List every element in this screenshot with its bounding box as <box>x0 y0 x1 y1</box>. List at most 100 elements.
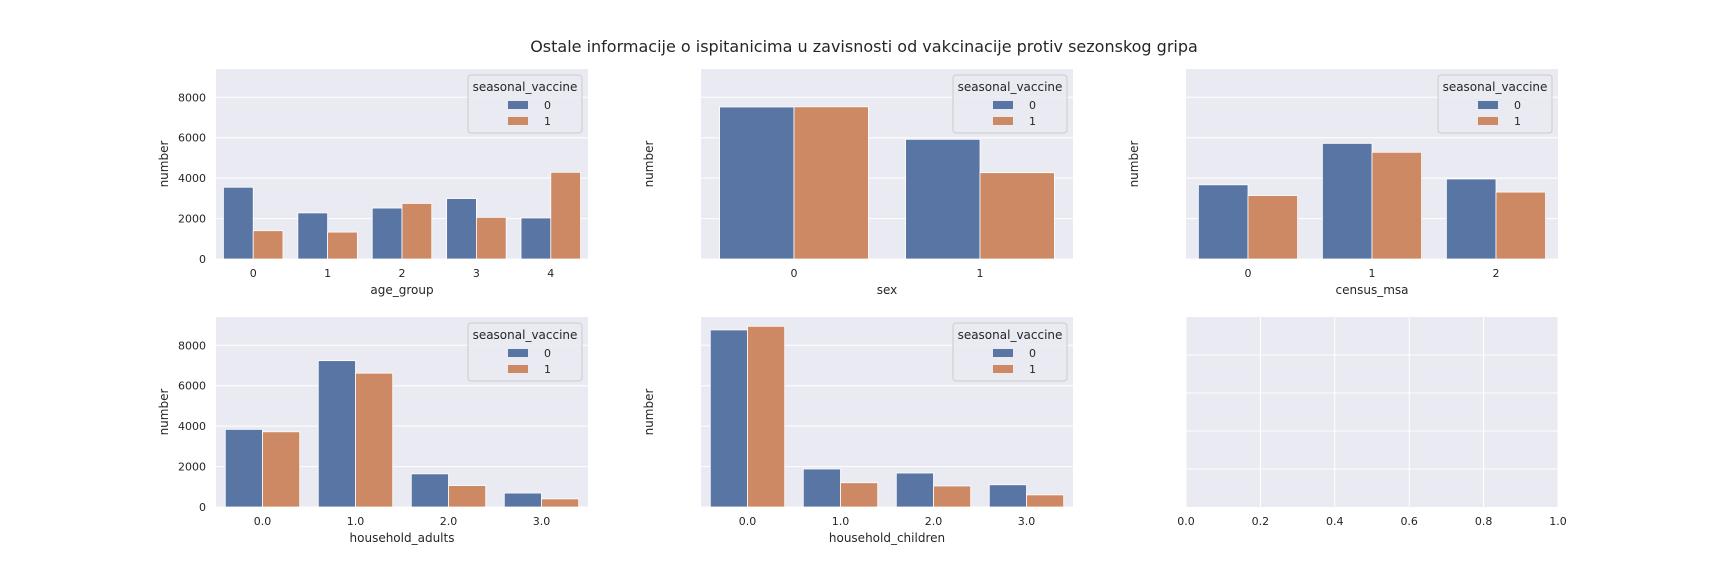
subplot-3: 0 1 2 census_msa number seasonal_vaccine 0 1 <box>1127 69 1558 297</box>
bar-0.0-series-0 <box>224 428 263 508</box>
legend-swatch-1 <box>1478 117 1498 125</box>
bar-3.0-series-1 <box>1026 494 1065 508</box>
bar-0-series-1 <box>1247 195 1298 260</box>
y-tick-label: 2000 <box>178 461 206 474</box>
x-tick-label: 1 <box>324 267 331 280</box>
legend-swatch-1 <box>508 365 528 373</box>
legend-title: seasonal_vaccine <box>473 80 578 94</box>
bar-0.0-series-0 <box>709 329 748 508</box>
plot-area <box>1186 317 1558 507</box>
y-tick-label: 4000 <box>178 420 206 433</box>
subplot-6: 0.0 0.2 0.4 0.6 0.8 1.0 <box>1177 317 1567 528</box>
y-tick-label: 6000 <box>178 132 206 145</box>
bar-2.0-series-1 <box>933 485 972 508</box>
subplot-4: 0 2000 4000 6000 8000 0.0 1.0 2.0 3.0 household_a… <box>157 317 588 545</box>
bar-0-series-0 <box>1198 184 1249 260</box>
legend-swatch-0 <box>508 101 528 109</box>
subplot-1: 0 2000 4000 6000 8000 0 1 2 3 4 age_group number sea… <box>157 69 588 297</box>
x-tick-label: 0.0 <box>1177 515 1195 528</box>
bar-4-series-1 <box>550 171 581 260</box>
bar-1.0-series-0 <box>317 360 356 508</box>
legend-label-1: 1 <box>1514 115 1521 128</box>
y-axis-label: number <box>157 141 171 188</box>
legend-swatch-1 <box>993 365 1013 373</box>
x-axis-label: household_adults <box>350 531 455 545</box>
x-tick-label: 0.8 <box>1475 515 1493 528</box>
bar-0-series-1 <box>252 230 284 260</box>
y-tick-label: 0 <box>199 253 206 266</box>
y-axis-label: number <box>642 389 656 436</box>
bar-1.0-series-1 <box>355 372 394 508</box>
legend-swatch-0 <box>508 349 528 357</box>
x-tick-label: 3 <box>473 267 480 280</box>
legend-title: seasonal_vaccine <box>1443 80 1548 94</box>
legend-label-1: 1 <box>1029 115 1036 128</box>
y-tick-label: 2000 <box>178 213 206 226</box>
legend: seasonal_vaccine 0 1 <box>952 74 1068 134</box>
legend: seasonal_vaccine 0 1 <box>1437 74 1553 134</box>
bar-1-series-0 <box>1322 142 1373 260</box>
bar-1.0-series-1 <box>840 482 879 508</box>
y-tick-label: 6000 <box>178 380 206 393</box>
x-tick-label: 0.2 <box>1252 515 1270 528</box>
legend-label-1: 1 <box>544 363 551 376</box>
bar-2.0-series-0 <box>895 472 934 508</box>
x-tick-label: 2.0 <box>925 515 943 528</box>
x-tick-label: 3.0 <box>1018 515 1036 528</box>
y-axis-label: number <box>1127 141 1141 188</box>
bar-3.0-series-0 <box>503 492 542 508</box>
subplot-2: 0 1 sex number seasonal_vaccine 0 1 <box>642 69 1073 297</box>
bar-2-series-0 <box>1446 178 1497 260</box>
legend-label-0: 0 <box>1029 99 1036 112</box>
x-tick-label: 1.0 <box>347 515 365 528</box>
legend-label-0: 0 <box>1514 99 1521 112</box>
x-tick-label: 1.0 <box>1549 515 1567 528</box>
legend-label-1: 1 <box>544 115 551 128</box>
x-tick-label: 2 <box>1493 267 1500 280</box>
legend-label-1: 1 <box>1029 363 1036 376</box>
y-axis-label: number <box>157 389 171 436</box>
x-tick-label: 0 <box>1245 267 1252 280</box>
bar-0.0-series-1 <box>262 431 301 508</box>
bar-1-series-0 <box>297 212 328 260</box>
bar-0-series-1 <box>793 106 869 260</box>
subplot-5: 0.0 1.0 2.0 3.0 household_children number seas… <box>642 317 1073 545</box>
x-tick-label: 0 <box>791 267 798 280</box>
legend: seasonal_vaccine 0 1 <box>467 322 583 382</box>
x-axis-label: sex <box>877 283 898 297</box>
legend-swatch-0 <box>1478 101 1498 109</box>
x-tick-label: 0 <box>250 267 257 280</box>
legend-label-0: 0 <box>544 99 551 112</box>
bar-3.0-series-0 <box>988 484 1027 508</box>
bar-3-series-1 <box>475 216 507 260</box>
legend-label-0: 0 <box>544 347 551 360</box>
bar-1-series-1 <box>327 231 358 260</box>
x-axis-label: census_msa <box>1336 283 1409 297</box>
x-tick-label: 0.4 <box>1326 515 1344 528</box>
bar-1-series-1 <box>979 172 1055 260</box>
bar-3-series-0 <box>446 198 477 260</box>
legend-swatch-1 <box>993 117 1013 125</box>
x-axis-label: household_children <box>829 531 945 545</box>
figure-title: Ostale informacije o ispitanicima u zavi… <box>530 37 1198 56</box>
legend-title: seasonal_vaccine <box>958 328 1063 342</box>
legend-swatch-1 <box>508 117 528 125</box>
legend: seasonal_vaccine 0 1 <box>952 322 1068 382</box>
y-tick-label: 0 <box>199 501 206 514</box>
x-tick-label: 0.6 <box>1400 515 1418 528</box>
x-tick-label: 3.0 <box>533 515 551 528</box>
bar-2.0-series-1 <box>448 485 487 508</box>
bar-2-series-0 <box>371 207 403 260</box>
legend-swatch-0 <box>993 101 1013 109</box>
x-tick-label: 0.0 <box>739 515 757 528</box>
x-tick-label: 2 <box>399 267 406 280</box>
y-axis-label: number <box>642 141 656 188</box>
x-tick-label: 1 <box>977 267 984 280</box>
x-tick-label: 1 <box>1369 267 1376 280</box>
y-tick-label: 8000 <box>178 91 206 104</box>
bar-1.0-series-0 <box>802 468 841 508</box>
legend-title: seasonal_vaccine <box>958 80 1063 94</box>
bar-0.0-series-1 <box>747 325 786 508</box>
